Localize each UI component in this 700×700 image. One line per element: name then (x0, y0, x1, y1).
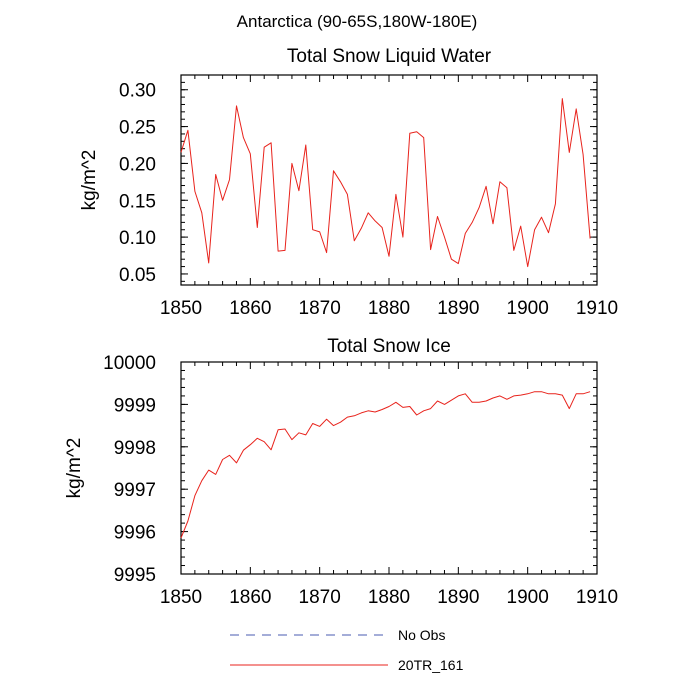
x-tick-label: 1900 (507, 587, 549, 608)
x-tick-label: 1870 (299, 587, 341, 608)
x-tick-label: 1910 (576, 298, 618, 319)
x-tick-label: 1880 (368, 587, 410, 608)
panel-title: Total Snow Ice (327, 336, 451, 357)
legend-label-20tr-161: 20TR_161 (398, 657, 464, 673)
legend-label-no-obs: No Obs (398, 627, 445, 643)
y-axis-label: kg/m^2 (64, 438, 85, 499)
series-line-20tr-161 (180, 391, 591, 539)
panel-snow-ice: Total Snow Ice kg/m^2 1850 1860 1870 1880 18… (64, 336, 618, 608)
series-group (180, 98, 591, 268)
tick-group: 1850 1860 1870 1880 1890 1900 1910 0.05 0.10 0.15… (119, 74, 618, 319)
x-tick-label: 1850 (160, 587, 202, 608)
tick-group: 1850 1860 1870 1880 1890 1900 1910 9995 9996 9997… (103, 353, 618, 608)
x-tick-label: 1900 (507, 298, 549, 319)
x-tick-label: 1890 (437, 298, 479, 319)
y-tick-label: 0.10 (119, 228, 156, 249)
y-tick-label: 9998 (114, 438, 156, 459)
x-tick-label: 1880 (368, 298, 410, 319)
x-tick-label: 1860 (229, 298, 271, 319)
x-tick-label: 1890 (437, 587, 479, 608)
y-tick-label: 9995 (114, 565, 156, 586)
y-tick-label: 9997 (114, 480, 156, 501)
series-line-20tr-161 (180, 98, 591, 268)
y-tick-label: 0.20 (119, 154, 156, 175)
legend: No Obs 20TR_161 (230, 627, 464, 673)
x-tick-label: 1860 (229, 587, 271, 608)
plot-frame (180, 361, 598, 575)
figure-super-title: Antarctica (90-65S,180W-180E) (237, 12, 478, 31)
x-tick-label: 1850 (160, 298, 202, 319)
y-tick-label: 9996 (114, 523, 156, 544)
y-tick-label: 0.30 (119, 81, 156, 102)
y-tick-label: 9999 (114, 395, 156, 416)
x-tick-label: 1910 (576, 587, 618, 608)
y-tick-label: 10000 (103, 353, 156, 374)
y-tick-label: 0.15 (119, 191, 156, 212)
panel-title: Total Snow Liquid Water (287, 46, 492, 67)
x-tick-label: 1870 (299, 298, 341, 319)
series-group (180, 391, 591, 539)
panel-snow-liquid-water: Total Snow Liquid Water kg/m^2 1850 1860 1… (79, 46, 618, 319)
y-tick-label: 0.25 (119, 118, 156, 139)
y-axis-label: kg/m^2 (79, 150, 100, 211)
y-tick-label: 0.05 (119, 265, 156, 286)
